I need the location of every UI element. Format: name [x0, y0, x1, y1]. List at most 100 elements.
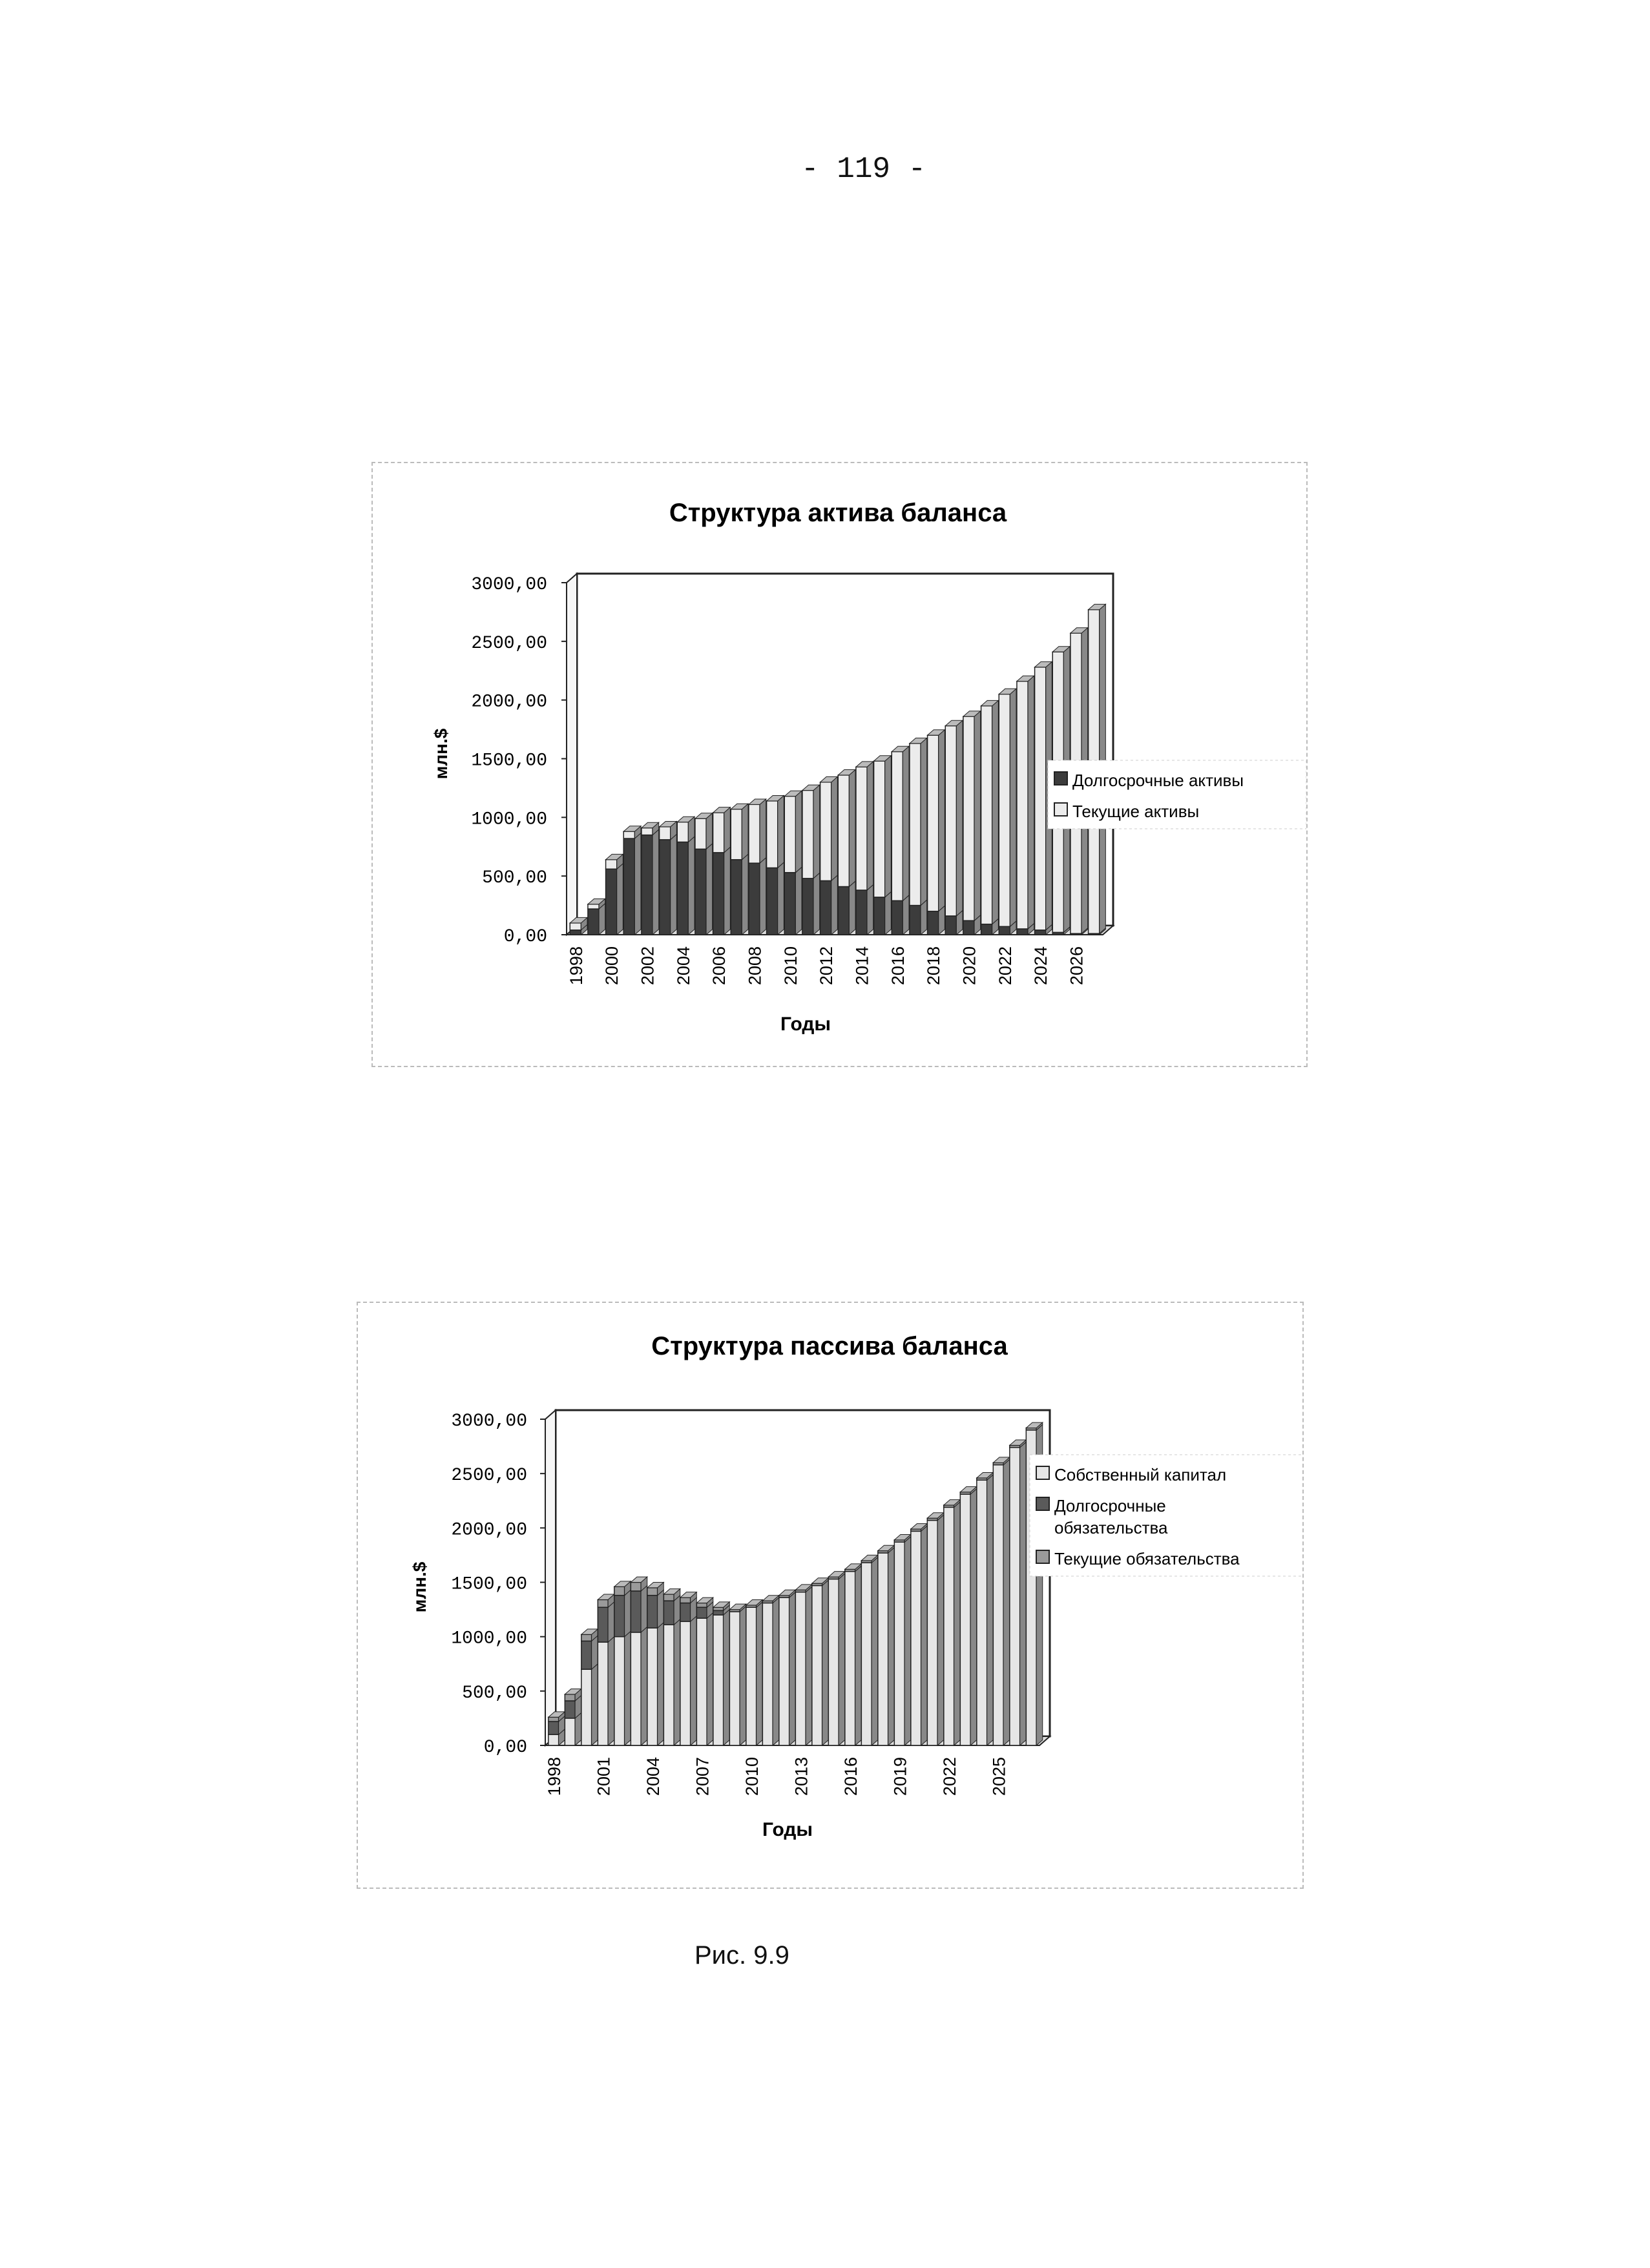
bar-segment — [676, 841, 689, 935]
bar-side — [616, 862, 623, 936]
bar-segment — [587, 908, 600, 935]
bar-side — [1009, 688, 1017, 928]
bar-segment — [713, 1610, 724, 1616]
x-tick-label: 1998 — [567, 946, 586, 985]
y-tick-label: 500,00 — [462, 1683, 527, 1703]
bar-top — [873, 755, 892, 762]
legend-swatch — [1054, 771, 1068, 785]
x-tick-label: 2004 — [643, 1757, 663, 1796]
bar-segment — [587, 904, 600, 910]
bar-segment — [663, 1594, 674, 1601]
bar-side — [866, 760, 874, 891]
bar-side — [970, 1488, 977, 1747]
bar-segment — [564, 1694, 576, 1701]
bar-segment — [1025, 1427, 1037, 1431]
bar-segment — [746, 1607, 757, 1746]
x-axis-label: Годы — [780, 1014, 831, 1035]
bar-side — [838, 1572, 846, 1747]
bar-side — [1019, 1441, 1027, 1747]
bar-segment — [647, 1627, 658, 1746]
chart-liabilities: Структура пассива баланса 0,00 500,00 1000,… — [410, 1332, 1302, 1840]
y-tick-label: 2500,00 — [451, 1466, 527, 1486]
bar-segment — [926, 1519, 938, 1746]
bar-top — [646, 1582, 665, 1588]
bar-segment — [614, 1586, 625, 1596]
bar-top — [676, 816, 696, 823]
bar-segment — [663, 1624, 674, 1746]
legend-swatch — [1036, 1550, 1050, 1564]
bar-segment — [926, 734, 939, 912]
bar-segment — [680, 1621, 691, 1746]
bar-side — [670, 833, 677, 936]
bar-segment — [828, 1578, 839, 1746]
bar-segment — [980, 923, 993, 935]
bar-side — [724, 846, 731, 936]
bar-top — [630, 1576, 649, 1583]
x-tick-label: 2006 — [709, 946, 729, 985]
bar-top — [712, 1601, 731, 1608]
bar-segment — [663, 1600, 674, 1625]
page-number: - 119 - — [801, 152, 926, 186]
bar-side — [634, 832, 642, 936]
bar-side — [848, 769, 856, 888]
bar-segment — [811, 1583, 823, 1587]
y-tick-label: 1000,00 — [451, 1629, 527, 1649]
bar-segment — [623, 838, 636, 935]
bar-segment — [581, 1669, 592, 1746]
bar-side — [884, 891, 892, 936]
bar-segment — [581, 1640, 592, 1670]
bar-side — [805, 1586, 813, 1747]
bar-top — [855, 761, 875, 767]
bar-segment — [795, 1589, 806, 1593]
y-tick-label: 3000,00 — [471, 575, 547, 595]
bar-segment — [992, 1464, 1004, 1746]
bar-top — [640, 822, 660, 829]
bar-side — [777, 795, 784, 869]
bar-segment — [1034, 929, 1047, 935]
bar-segment — [564, 1718, 576, 1746]
x-tick-label: 2013 — [791, 1757, 811, 1796]
bar-side — [724, 806, 731, 853]
legend-label: Долгосрочные — [1054, 1496, 1166, 1515]
x-tick-label: 2014 — [853, 946, 872, 985]
bar-side — [921, 1524, 928, 1747]
bar-segment — [802, 878, 814, 935]
bar-top — [663, 1588, 682, 1595]
legend-label: Текущие обязательства — [1054, 1549, 1240, 1568]
bar-top — [1087, 603, 1107, 610]
x-tick-label: 2004 — [674, 946, 693, 985]
bar-side — [866, 884, 874, 936]
bar-segment — [712, 852, 725, 935]
bar-side — [739, 1605, 747, 1747]
bar-segment — [713, 1614, 724, 1746]
bar-side — [657, 1589, 664, 1629]
bar-side — [888, 1546, 895, 1747]
bar-top — [837, 769, 857, 776]
bar-segment — [819, 782, 832, 882]
x-tick-label: 2002 — [638, 946, 658, 985]
y-tick-label: 2500,00 — [471, 634, 547, 654]
bar-top — [1025, 1422, 1044, 1428]
bar-segment — [548, 1721, 559, 1735]
bar-segment — [1009, 1444, 1021, 1448]
bar-top — [980, 700, 999, 707]
bar-segment — [548, 1716, 559, 1722]
bar-top — [747, 798, 768, 805]
legend-label: обязательства — [1054, 1518, 1168, 1537]
bar-segment — [748, 862, 760, 935]
bar-segment — [837, 886, 850, 935]
bar-segment — [980, 705, 993, 925]
bar-segment — [819, 880, 832, 935]
y-tick-label: 2000,00 — [451, 1520, 527, 1540]
bar-segment — [828, 1576, 839, 1580]
x-tick-label: 2008 — [746, 946, 765, 985]
bar-segment — [844, 1570, 856, 1746]
bar-top — [944, 720, 964, 727]
bar-segment — [762, 1600, 773, 1604]
bar-segment — [597, 1641, 609, 1746]
bar-segment — [766, 800, 778, 869]
bar-side — [652, 829, 660, 936]
bar-segment — [680, 1602, 691, 1622]
bar-segment — [873, 760, 886, 898]
bar-side — [591, 1663, 598, 1747]
